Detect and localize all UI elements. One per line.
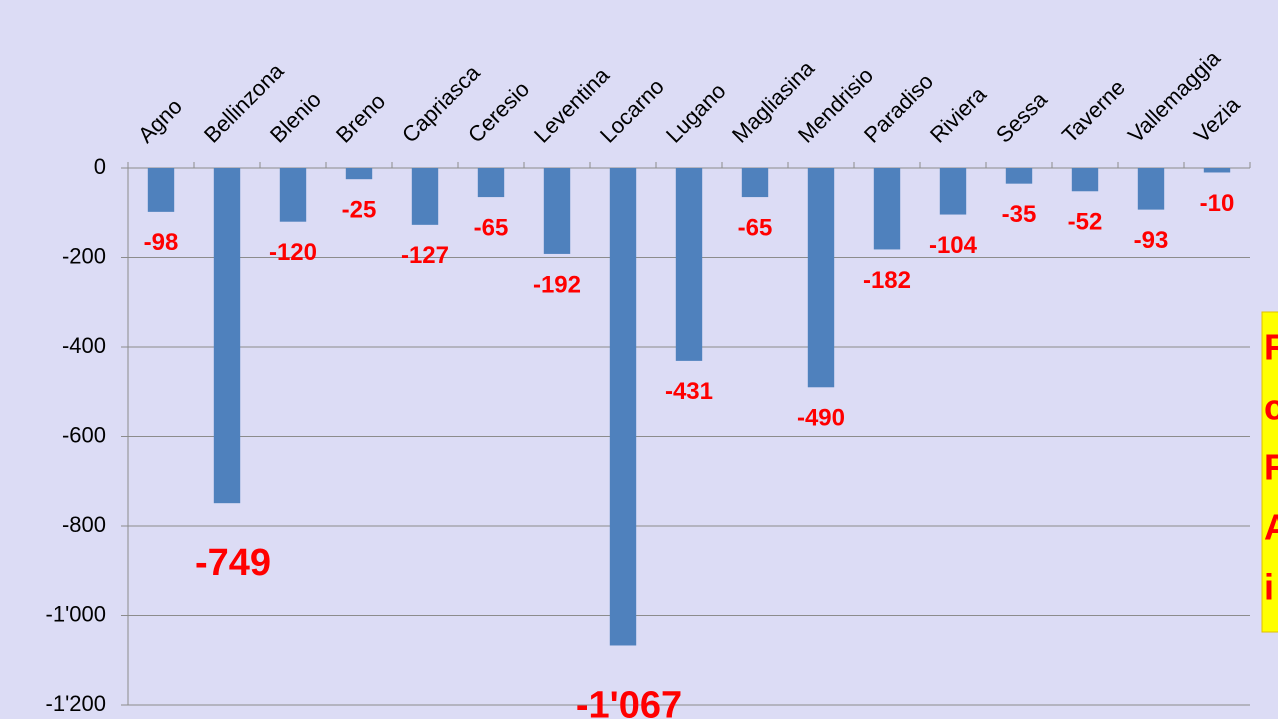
bar [1203,168,1231,173]
bar [345,168,373,180]
y-tick-label: -1'000 [46,601,106,626]
value-label: -98 [144,229,179,256]
value-label: -65 [738,214,773,241]
value-label: -104 [929,232,978,259]
value-label: -120 [269,239,317,266]
bar [147,168,175,212]
value-label: -52 [1068,209,1103,236]
value-label: -490 [797,405,845,432]
x-tick-label: Blenio [265,87,326,148]
bar [213,168,241,504]
bar [741,168,769,198]
y-tick-label: -600 [62,422,106,447]
value-label: -35 [1002,201,1037,228]
bar [1005,168,1033,184]
y-tick-label: -200 [62,243,106,268]
bar [411,168,439,225]
x-tick-label: Breno [331,88,390,147]
y-tick-label: -800 [62,512,106,537]
x-tick-label: Vezia [1189,91,1245,147]
y-tick-label: 0 [94,154,106,179]
bar [1137,168,1165,210]
annotation: i [1264,567,1274,608]
bar [1071,168,1099,192]
value-label: -431 [665,378,713,405]
value-label: -182 [863,267,911,294]
value-label: -749 [195,542,271,584]
y-tick-label: -1'200 [46,691,106,716]
bar [807,168,835,388]
note-box [1261,311,1278,633]
value-label: -65 [474,214,509,241]
value-label: -93 [1134,227,1169,254]
x-tick-label: Taverne [1057,75,1130,148]
x-tick-label: Riviera [925,81,992,148]
annotation: c [1264,387,1278,428]
bar [873,168,901,250]
value-label: -1'067 [576,685,682,719]
bar [477,168,505,198]
bar [675,168,703,361]
bar [279,168,307,222]
annotation: R [1264,327,1278,368]
bar [609,168,637,646]
annotation: A [1264,507,1278,548]
bar [939,168,967,215]
x-tick-label: Agno [133,94,187,148]
value-label: -10 [1200,190,1235,217]
bar [543,168,571,254]
x-tick-label: Sessa [991,86,1052,147]
value-label: -192 [533,271,581,298]
value-label: -127 [401,242,449,269]
annotation: R [1264,447,1278,488]
x-tick-label: Lugano [661,78,731,148]
value-label: -25 [342,197,377,224]
y-tick-label: -400 [62,333,106,358]
